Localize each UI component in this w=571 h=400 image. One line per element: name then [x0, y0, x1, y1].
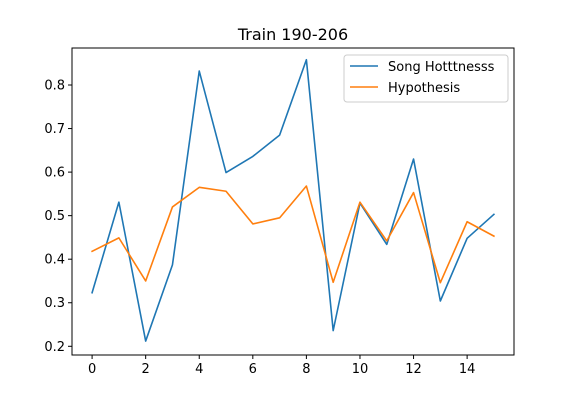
x-tick-label: 8 [302, 362, 310, 377]
x-tick-label: 4 [195, 362, 203, 377]
series-line-song-hotttnesss [91, 58, 496, 342]
y-tick-label: 0.7 [44, 122, 65, 137]
plot-area-frame [71, 47, 515, 356]
series-group [91, 58, 496, 342]
y-tick-label: 0.3 [44, 296, 65, 311]
y-tick-label: 0.8 [44, 79, 65, 94]
y-tick-label: 0.5 [44, 209, 65, 224]
y-tick-label: 0.4 [44, 253, 65, 268]
y-axis: 0.2 0.3 0.4 0.5 0.6 0.7 0.8 [44, 79, 72, 355]
x-axis: 0 2 4 6 8 10 12 14 [88, 355, 475, 377]
legend-label-song-hotttnesss: Song Hotttnesss [388, 60, 495, 75]
series-line-hypothesis [91, 185, 495, 284]
x-tick-label: 12 [405, 362, 422, 377]
x-tick-label: 6 [249, 362, 257, 377]
x-tick-label: 0 [88, 362, 96, 377]
y-tick-label: 0.2 [44, 340, 65, 355]
x-tick-label: 10 [352, 362, 369, 377]
chart-title: Train 190-206 [237, 25, 348, 44]
x-tick-label: 14 [459, 362, 476, 377]
legend-label-hypothesis: Hypothesis [388, 81, 460, 96]
x-tick-label: 2 [142, 362, 150, 377]
legend-box [343, 54, 509, 103]
y-tick-label: 0.6 [44, 166, 65, 181]
legend: Song Hotttnesss Hypothesis [343, 54, 509, 103]
